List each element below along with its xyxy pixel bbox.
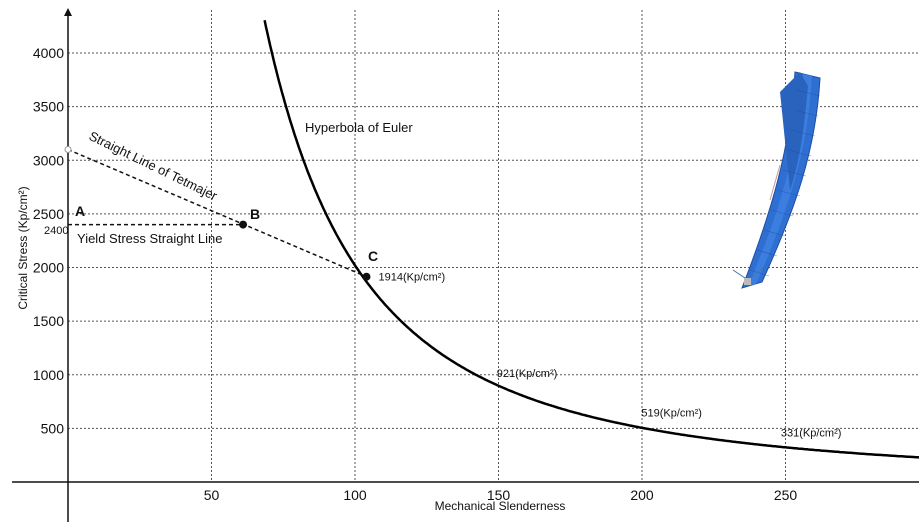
- series-layer: [67, 20, 919, 459]
- point-c-marker: [362, 272, 371, 281]
- euler-label: Hyperbola of Euler: [305, 120, 413, 135]
- value-annotations: 1914(Kp/cm²) 921(Kp/cm²) 519(Kp/cm²) 331(Kp…: [378, 272, 841, 440]
- point-markers: [64, 146, 371, 281]
- value-annotation: 1914(Kp/cm²): [378, 272, 445, 284]
- y-tick-label: 1500: [33, 313, 64, 329]
- point-b-marker: [239, 220, 248, 229]
- point-a-label: A: [75, 203, 85, 219]
- y-tick-label: 500: [41, 420, 65, 436]
- axis-triad-icon: [732, 267, 764, 285]
- point-c-label: C: [368, 248, 378, 264]
- axes: [12, 8, 919, 522]
- value-annotation: 921(Kp/cm²): [497, 368, 558, 380]
- euler-hyperbola-line: [263, 20, 919, 459]
- grid: [68, 10, 919, 482]
- x-tick-label: 250: [774, 487, 798, 503]
- y-tick-label: 2500: [33, 206, 64, 222]
- y-axis-arrow-icon: [64, 8, 72, 16]
- y-tick-label: 4000: [33, 45, 64, 61]
- y-tick-label: 2000: [33, 260, 64, 276]
- x-tick-label: 50: [204, 487, 220, 503]
- point-b-label: B: [250, 206, 260, 222]
- y-axis-label: Critical Stress (Kp/cm²): [16, 186, 30, 309]
- value-annotation: 519(Kp/cm²): [641, 407, 702, 419]
- tetmajer-start-marker: [64, 146, 72, 154]
- x-tick-label: 200: [630, 487, 654, 503]
- value-annotation: 331(Kp/cm²): [781, 428, 842, 440]
- x-tick-label: 100: [343, 487, 367, 503]
- x-tick-label: 150: [487, 487, 511, 503]
- yield-value-label: 2400: [44, 225, 68, 237]
- y-tick-label: 3000: [33, 152, 64, 168]
- y-tick-label: 1000: [33, 367, 64, 383]
- y-tick-labels: 500 1000 1500 2000 2500 3000 3500 4000: [33, 45, 64, 436]
- y-tick-label: 3500: [33, 99, 64, 115]
- x-tick-labels: 50 100 150 200 250: [204, 487, 798, 503]
- x-axis-label: Mechanical Slenderness: [435, 499, 566, 513]
- straight-line-of-tetmajer-line: [67, 148, 367, 278]
- yield-label: Yield Stress Straight Line: [77, 231, 222, 246]
- column-buckling-model-icon: [741, 71, 821, 289]
